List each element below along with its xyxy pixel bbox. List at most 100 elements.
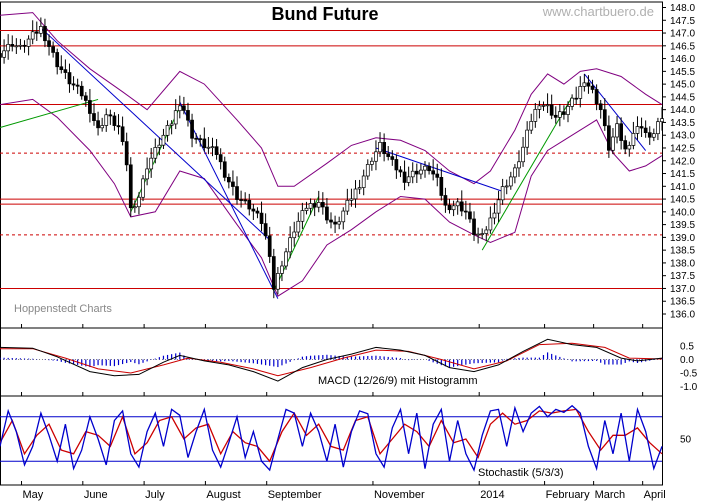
stoch-panel: 50 (0, 395, 692, 486)
candle-body (423, 165, 427, 171)
candle-body (345, 199, 350, 212)
candle-body (296, 220, 301, 233)
candle-body (431, 170, 436, 175)
candle-body (468, 211, 472, 220)
candle-body (365, 164, 370, 177)
macd-line (0, 338, 663, 382)
candle-body (304, 207, 309, 211)
price-ytick-label: 143.5 (670, 118, 695, 129)
candle-body (394, 159, 399, 171)
candle-body (627, 145, 632, 150)
candle-body (259, 212, 264, 224)
candle-body (611, 136, 615, 151)
candle-body (553, 114, 558, 118)
candle-body (186, 110, 190, 121)
candle-body (96, 120, 100, 129)
candle-body (464, 210, 468, 213)
candle-body (43, 26, 47, 42)
candle-body (22, 44, 27, 47)
candle-body (47, 40, 51, 47)
stoch-label: Stochastik (5/3/3) (478, 467, 564, 479)
price-frame (0, 1, 663, 329)
candle-body (451, 205, 456, 211)
candle-body (602, 109, 607, 127)
price-ytick-label: 141.5 (670, 169, 695, 180)
candle-body (153, 147, 158, 159)
candle-body (427, 165, 431, 172)
price-ytick-label: 144.5 (670, 92, 695, 103)
lower-bollinger-band (0, 98, 663, 297)
candle-body (308, 203, 313, 209)
candle-body (88, 100, 92, 114)
candle-body (51, 46, 55, 53)
candle-body (104, 114, 109, 126)
candle-body (574, 97, 579, 100)
candle-body (222, 161, 227, 178)
candle-body (55, 52, 60, 68)
candle-body (280, 265, 284, 274)
candle-body (390, 156, 395, 160)
candle-body (643, 127, 648, 134)
candle-body (647, 132, 652, 138)
candle-body (578, 86, 583, 99)
candle-body (173, 110, 178, 125)
candle-body (525, 129, 529, 148)
candle-body (353, 188, 358, 200)
price-ytick-label: 148.0 (670, 3, 695, 14)
candle-body (133, 206, 137, 209)
candle-body (455, 201, 460, 207)
candle-body (312, 203, 317, 208)
candle-body (202, 138, 207, 149)
candle-body (386, 153, 391, 157)
credit-label: Hoppenstedt Charts (14, 303, 112, 315)
candle-body (419, 169, 423, 175)
candle-body (435, 173, 440, 178)
price-ytick-label: 143.0 (670, 131, 695, 142)
candle-body (116, 125, 121, 128)
x-month-label: March (595, 489, 626, 501)
candle-body (161, 134, 166, 146)
candle-body (533, 109, 538, 122)
price-ytick-label: 139.0 (670, 233, 695, 244)
candle-body (92, 113, 96, 121)
candle-body (513, 167, 517, 178)
price-ytick-label: 141.0 (670, 182, 695, 193)
candle-body (83, 95, 88, 101)
chart-title: Bund Future (272, 4, 379, 24)
candle-body (329, 219, 333, 223)
candle-body (615, 123, 619, 138)
candle-body (500, 186, 505, 201)
candle-body (210, 146, 215, 149)
price-ytick-label: 146.5 (670, 41, 695, 52)
candle-body (439, 177, 444, 196)
upper-bollinger-band (0, 12, 663, 187)
price-ytick-label: 138.5 (670, 246, 695, 257)
price-ytick-label: 137.0 (670, 284, 695, 295)
candle-body (537, 105, 542, 110)
price-ytick-label: 140.5 (670, 195, 695, 206)
candle-body (557, 111, 562, 118)
candle-body (30, 31, 35, 40)
price-ytick-label: 142.0 (670, 156, 695, 167)
downtrend-line (179, 101, 279, 299)
x-axis: May June July August September November 2014 Fe… (21, 324, 666, 501)
candle-body (443, 195, 448, 206)
candle-body (594, 89, 599, 105)
candle-body (480, 233, 485, 235)
price-ytick-label: 145.5 (670, 67, 695, 78)
candle-body (656, 121, 660, 135)
candle-body (128, 164, 133, 209)
candle-body (34, 31, 39, 34)
candle-body (586, 82, 591, 87)
candle-body (337, 221, 342, 225)
candle-body (214, 146, 219, 155)
candle-body (182, 105, 186, 111)
candle-body (255, 210, 260, 214)
candle-body (484, 229, 489, 234)
macd-ytick-label: 0.0 (680, 355, 694, 366)
candle-body (141, 178, 145, 198)
macd-signal-line (0, 342, 663, 377)
x-month-label: February (546, 489, 591, 501)
